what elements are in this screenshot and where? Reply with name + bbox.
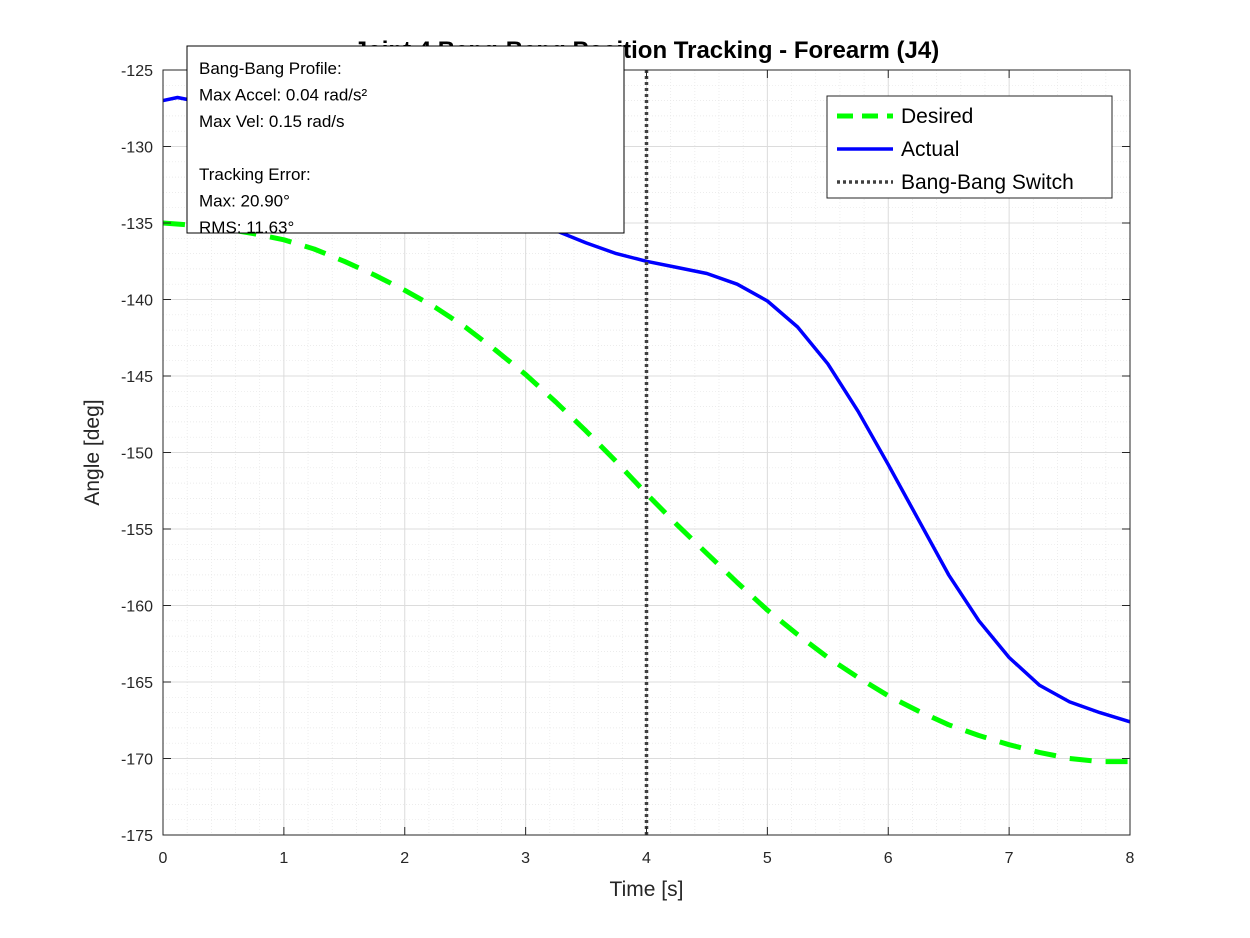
legend-label: Desired [901, 105, 973, 128]
legend-label: Bang-Bang Switch [901, 171, 1074, 194]
annotation-line: Max Accel: 0.04 rad/s² [199, 86, 368, 105]
legend: Desired Actual Bang-Bang Switch [826, 95, 1113, 199]
y-tick-label: -175 [121, 828, 153, 845]
annotation-box: Bang-Bang Profile: Max Accel: 0.04 rad/s²… [186, 45, 625, 237]
y-tick-label: -150 [121, 446, 153, 463]
y-tick-label: -160 [121, 599, 153, 616]
annotation-line: RMS: 11.63° [199, 218, 294, 237]
x-tick-label: 5 [763, 850, 772, 867]
x-tick-label: 6 [884, 850, 893, 867]
annotation-line: Max Vel: 0.15 rad/s [199, 112, 345, 131]
y-tick-label: -135 [121, 216, 153, 233]
annotation-line: Bang-Bang Profile: [199, 59, 342, 78]
x-tick-label: 7 [1005, 850, 1014, 867]
x-tick-label: 0 [159, 850, 168, 867]
y-tick-label: -130 [121, 140, 153, 157]
annotation-line: Tracking Error: [199, 165, 311, 184]
annotation-lines: Bang-Bang Profile: Max Accel: 0.04 rad/s²… [199, 59, 368, 237]
y-axis-label: Angle [deg] [81, 399, 104, 505]
y-tick-label: -140 [121, 293, 153, 310]
legend-items: Desired Actual Bang-Bang Switch [837, 105, 1074, 194]
y-tick-label: -170 [121, 752, 153, 769]
x-axis-label: Time [s] [610, 878, 684, 901]
y-tick-label: -155 [121, 522, 153, 539]
y-tick-label: -145 [121, 369, 153, 386]
series-desired-line [162, 220, 1130, 765]
x-tick-label: 2 [400, 850, 409, 867]
x-tick-label: 1 [279, 850, 288, 867]
annotation-frame [186, 45, 625, 234]
x-tick-label: 3 [521, 850, 530, 867]
ticks-layer: 0 1 2 3 4 5 6 7 8 -125 -130 -135 -140 -145 -150 -155 -16… [121, 63, 1135, 867]
annotation-line: Max: 20.90° [199, 192, 290, 211]
y-tick-label: -165 [121, 675, 153, 692]
x-tick-label: 8 [1126, 850, 1135, 867]
x-tick-label: 4 [642, 850, 651, 867]
legend-label: Actual [901, 138, 959, 161]
y-tick-label: -125 [121, 63, 153, 80]
